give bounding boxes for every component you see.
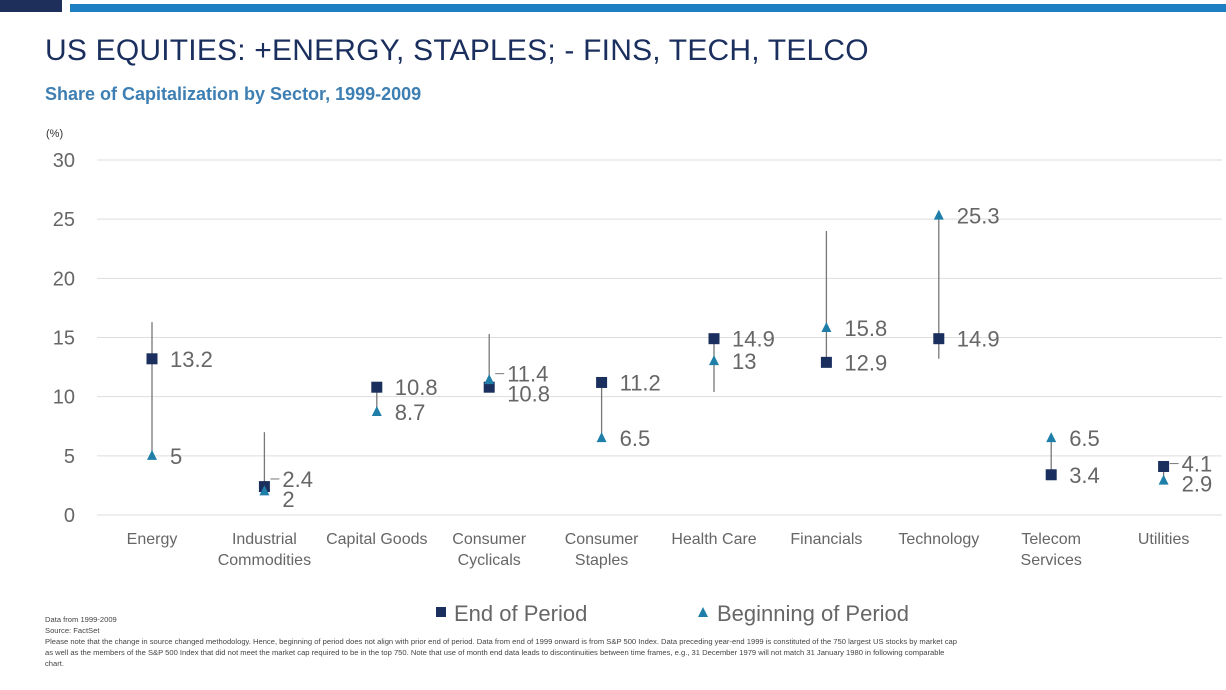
beginning-of-period-data-label: 2 bbox=[282, 487, 294, 512]
end-of-period-data-label: 14.9 bbox=[957, 327, 1000, 352]
header-accent-bar bbox=[0, 0, 1226, 12]
beginning-of-period-data-label: 8.7 bbox=[395, 400, 426, 425]
footnote-source: Source: FactSet bbox=[45, 626, 100, 635]
beginning-of-period-marker bbox=[933, 209, 944, 220]
end-of-period-data-label: 11.2 bbox=[620, 370, 661, 395]
end-of-period-marker bbox=[483, 381, 495, 393]
beginning-of-period-data-label: 6.5 bbox=[1069, 426, 1100, 451]
x-category-label: Telecom bbox=[1021, 531, 1081, 548]
end-of-period-marker bbox=[146, 353, 158, 365]
end-of-period-marker bbox=[596, 376, 608, 388]
beginning-of-period-data-label: 25.3 bbox=[957, 204, 1000, 229]
beginning-of-period-data-label: 13 bbox=[732, 349, 756, 374]
x-category-label: Services bbox=[1021, 552, 1082, 569]
end-of-period-data-label: 14.9 bbox=[732, 327, 775, 352]
end-of-period-data-label: 4.1 bbox=[1182, 452, 1213, 477]
x-category-label: Cyclicals bbox=[458, 552, 521, 569]
y-tick-label: 25 bbox=[53, 209, 75, 231]
end-of-period-marker bbox=[1045, 469, 1057, 481]
x-category-label: Consumer bbox=[565, 531, 639, 548]
end-of-period-data-label: 13.2 bbox=[170, 347, 213, 372]
x-category-label: Industrial bbox=[232, 531, 297, 548]
beginning-of-period-marker bbox=[1158, 474, 1169, 485]
footnote-methodology: Please note that the change in source ch… bbox=[45, 637, 957, 668]
end-of-period-data-label: 10.8 bbox=[395, 375, 438, 400]
x-category-label: Commodities bbox=[218, 552, 311, 569]
beginning-of-period-data-label: 6.5 bbox=[620, 426, 651, 451]
beginning-of-period-data-label: 2.9 bbox=[1182, 472, 1213, 497]
beginning-of-period-marker bbox=[259, 485, 270, 496]
end-of-period-data-label: 10.8 bbox=[507, 382, 550, 407]
end-of-period-marker bbox=[820, 356, 832, 368]
beginning-of-period-marker bbox=[709, 355, 719, 366]
beginning-of-period-data-label: 15.8 bbox=[844, 316, 887, 341]
x-category-label: Consumer bbox=[452, 531, 526, 548]
x-category-label: Financials bbox=[790, 531, 862, 548]
y-tick-label: 5 bbox=[64, 446, 75, 468]
beginning-of-period-marker bbox=[371, 406, 382, 417]
end-of-period-marker bbox=[1158, 460, 1170, 472]
legend-end-marker bbox=[436, 607, 446, 617]
end-of-period-marker bbox=[933, 333, 945, 345]
y-tick-label: 20 bbox=[53, 268, 75, 290]
end-of-period-data-label: 2.4 bbox=[282, 467, 313, 492]
beginning-of-period-marker bbox=[484, 374, 495, 385]
y-tick-label: 15 bbox=[53, 328, 75, 350]
header-accent-dark bbox=[0, 0, 62, 12]
legend-beginning-marker bbox=[698, 607, 708, 617]
beginning-of-period-marker bbox=[821, 322, 832, 333]
end-of-period-marker bbox=[708, 333, 720, 345]
beginning-of-period-data-label: 5 bbox=[170, 444, 182, 469]
beginning-of-period-data-label: 11.4 bbox=[507, 362, 548, 387]
end-of-period-marker bbox=[371, 381, 383, 393]
footnotes: Data from 1999-2009 Source: FactSet Plea… bbox=[45, 614, 965, 669]
beginning-of-period-marker bbox=[1046, 432, 1057, 443]
x-category-label: Energy bbox=[127, 531, 178, 548]
y-tick-label: 0 bbox=[64, 505, 75, 527]
chart-title: US EQUITIES: +ENERGY, STAPLES; - FINS, T… bbox=[45, 34, 869, 67]
y-tick-label: 30 bbox=[53, 150, 75, 172]
chart-subtitle: Share of Capitalization by Sector, 1999-… bbox=[45, 84, 422, 104]
end-of-period-data-label: 3.4 bbox=[1069, 463, 1100, 488]
y-tick-label: 10 bbox=[53, 387, 75, 409]
x-category-label: Utilities bbox=[1138, 531, 1190, 548]
header-accent-light bbox=[70, 4, 1226, 12]
legend-end-label: End of Period bbox=[454, 601, 587, 626]
y-axis-unit-label: (%) bbox=[46, 128, 63, 140]
x-category-label: Technology bbox=[898, 531, 979, 548]
x-category-label: Capital Goods bbox=[326, 531, 427, 548]
footnote-data-range: Data from 1999-2009 bbox=[45, 615, 117, 624]
beginning-of-period-marker bbox=[147, 449, 157, 460]
x-category-label: Health Care bbox=[671, 531, 756, 548]
end-of-period-data-label: 12.9 bbox=[844, 350, 887, 375]
legend-beginning-label: Beginning of Period bbox=[717, 601, 909, 626]
beginning-of-period-marker bbox=[596, 432, 607, 443]
x-category-label: Staples bbox=[575, 552, 628, 569]
